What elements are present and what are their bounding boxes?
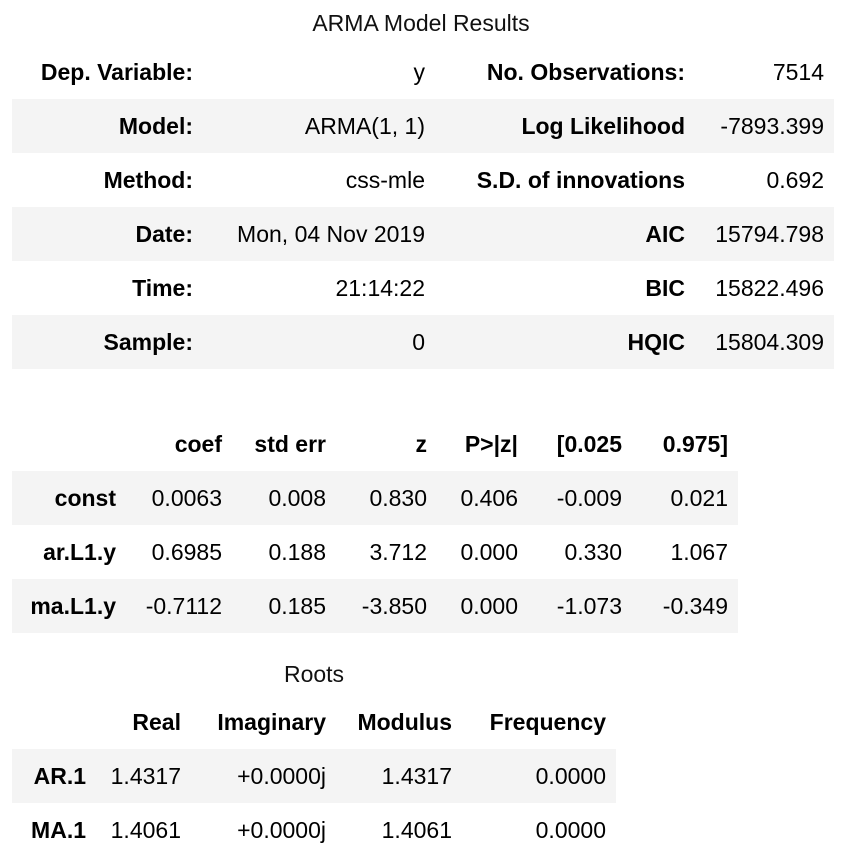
summary-label: Dep. Variable: [40,58,193,85]
summary-label: No. Observations: [486,58,685,85]
table-cell: 1.4061 [381,816,452,843]
table-row: Dep. Variable: y No. Observations: 7514 [12,45,834,99]
column-header: [0.025 [556,430,622,457]
summary-value: Mon, 04 Nov 2019 [203,207,435,261]
table-row: Time: 21:14:22 BIC 15822.496 [12,261,834,315]
roots-caption: Roots [283,661,345,687]
table-cell: +0.0000j [237,816,326,843]
table-cell: 0.330 [564,538,622,565]
table-row: Sample: 0 HQIC 15804.309 [12,315,834,369]
empty-header-cell [12,417,126,471]
table-cell: 0.021 [632,471,738,525]
summary-label: AIC [435,207,695,261]
row-header: ar.L1.y [43,538,116,565]
table-row: Model: ARMA(1, 1) Log Likelihood -7893.3… [12,99,834,153]
column-header: 0.975] [662,430,728,457]
summary-value: 21:14:22 [335,274,425,301]
summary-caption: ARMA Model Results [312,10,530,36]
column-header: z [415,430,428,457]
empty-header-cell [12,695,96,749]
table-cell: 1.067 [670,538,728,565]
column-header: Modulus [357,708,452,735]
table-cell: 0.008 [232,471,336,525]
roots-table: Real Imaginary Modulus Frequency AR.1 1.… [12,695,616,857]
table-row: MA.1 1.4061 +0.0000j 1.4061 0.0000 [12,803,616,857]
summary-table: Dep. Variable: y No. Observations: 7514 … [12,45,834,369]
summary-value: 15822.496 [715,274,824,301]
summary-label: Date: [12,207,203,261]
table-cell: -3.850 [336,579,437,633]
row-header: ma.L1.y [12,579,126,633]
coefficients-table: coef std err z P>|z| [0.025 0.975] const… [12,417,738,633]
row-header: MA.1 [31,816,86,843]
summary-value: 15804.309 [695,315,834,369]
summary-label: Sample: [12,315,203,369]
table-header-row: coef std err z P>|z| [0.025 0.975] [12,417,738,471]
summary-value: 15794.798 [695,207,834,261]
summary-label: Log Likelihood [435,99,695,153]
column-header: coef [174,430,222,457]
summary-value: 7514 [772,58,824,85]
table-row: ma.L1.y -0.7112 0.185 -3.850 0.000 -1.07… [12,579,738,633]
table-cell: -0.7112 [126,579,232,633]
table-cell: 0.000 [460,538,518,565]
table-cell: 0.188 [268,538,326,565]
table-cell: 0.6985 [151,538,222,565]
summary-label: BIC [645,274,685,301]
summary-value: ARMA(1, 1) [203,99,435,153]
table-cell: +0.0000j [191,749,336,803]
table-cell: 0.185 [232,579,336,633]
table-cell: 0.0000 [462,749,616,803]
column-header: Imaginary [217,708,326,735]
table-cell: 0.406 [437,471,528,525]
table-cell: -0.009 [528,471,632,525]
summary-value: -7893.399 [695,99,834,153]
table-row: ar.L1.y 0.6985 0.188 3.712 0.000 0.330 1… [12,525,738,579]
table-row: AR.1 1.4317 +0.0000j 1.4317 0.0000 [12,749,616,803]
table-cell: 0.830 [336,471,437,525]
summary-value: 0.692 [766,166,824,193]
summary-label: HQIC [435,315,695,369]
table-row: Date: Mon, 04 Nov 2019 AIC 15794.798 [12,207,834,261]
table-row: Method: css-mle S.D. of innovations 0.69… [12,153,834,207]
summary-label: S.D. of innovations [476,166,685,193]
table-cell: -0.349 [632,579,738,633]
summary-label: Model: [12,99,203,153]
row-header: AR.1 [12,749,96,803]
summary-value: css-mle [345,166,425,193]
table-cell: 0.0000 [535,816,606,843]
summary-label: Method: [103,166,193,193]
table-cell: 0.0063 [126,471,232,525]
table-cell: -1.073 [528,579,632,633]
column-header: Real [132,708,181,735]
table-cell: 1.4317 [96,749,191,803]
table-cell: 0.000 [437,579,528,633]
summary-label: Time: [132,274,193,301]
row-header: const [12,471,126,525]
summary-value: y [413,58,426,85]
table-cell: 3.712 [369,538,427,565]
table-cell: 1.4061 [110,816,181,843]
column-header: Frequency [489,708,606,735]
table-header-row: Real Imaginary Modulus Frequency [12,695,616,749]
summary-value: 0 [203,315,435,369]
table-cell: 1.4317 [336,749,462,803]
column-header: P>|z| [464,430,518,457]
column-header: std err [254,430,326,457]
table-row: const 0.0063 0.008 0.830 0.406 -0.009 0.… [12,471,738,525]
